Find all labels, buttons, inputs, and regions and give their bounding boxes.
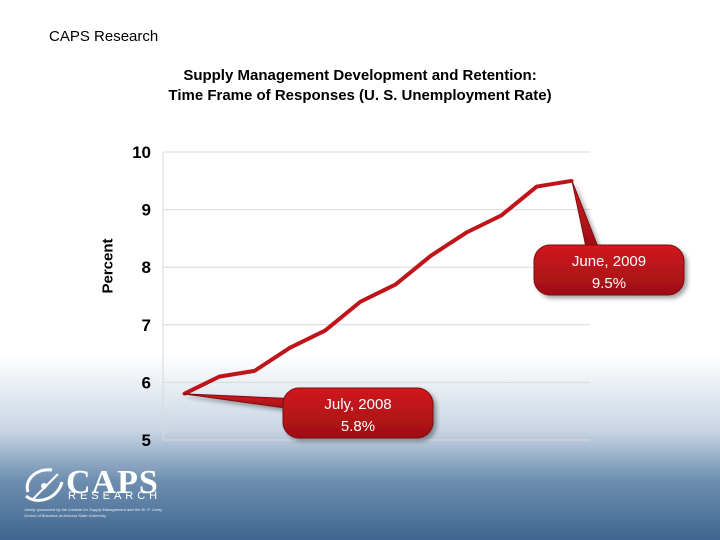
callout-box-0 (282, 387, 434, 439)
callout-0 (183, 387, 434, 439)
data-point-8 (464, 231, 468, 235)
series-line-0 (183, 178, 573, 396)
data-point-9 (499, 213, 503, 217)
data-point-4 (323, 329, 327, 333)
data-point-7 (429, 254, 433, 258)
y-tick-label-6: 6 (142, 373, 151, 392)
y-tick-label-10: 10 (132, 143, 151, 162)
callout-box-1 (533, 244, 685, 296)
chart-title-line-2: Time Frame of Responses (U. S. Unemploym… (168, 87, 552, 104)
y-tick-label-8: 8 (142, 258, 151, 277)
callout-text-1-0: June, 2009 (572, 253, 646, 270)
y-tick-label-5: 5 (142, 431, 151, 450)
logo-fine-print: Jointly sponsored by the Institute for S… (24, 507, 163, 518)
callout-1 (533, 180, 685, 296)
chart-title-line-1: Supply Management Development and Retent… (183, 67, 537, 84)
data-point-1 (217, 375, 221, 379)
header-label: CAPS Research (49, 28, 159, 45)
y-tick-label-9: 9 (142, 201, 151, 220)
callout-layer: July, 2008 5.8% June, 2009 9.5% (183, 180, 685, 439)
y-tick-label-7: 7 (142, 316, 151, 335)
tick-layer: 5 6 7 8 9 10 (132, 143, 151, 450)
data-point-6 (394, 282, 398, 286)
data-point-2 (253, 369, 257, 373)
logo-subtitle: RESEARCH (68, 490, 162, 502)
callout-text-0-1: 5.8% (341, 418, 375, 435)
chart-title: Supply Management Development and Retent… (100, 66, 620, 106)
caps-swoosh-icon (25, 468, 64, 502)
callout-pointer-1 (571, 180, 599, 248)
logo-wordmark: CAPS (66, 464, 159, 501)
grid-layer (162, 151, 590, 441)
data-point-5 (358, 300, 362, 304)
series-layer (182, 178, 574, 396)
data-point-10 (535, 185, 539, 189)
callout-text-0-0: July, 2008 (324, 396, 391, 413)
callout-text-1-1: 9.5% (592, 275, 626, 292)
data-point-3 (288, 346, 292, 350)
